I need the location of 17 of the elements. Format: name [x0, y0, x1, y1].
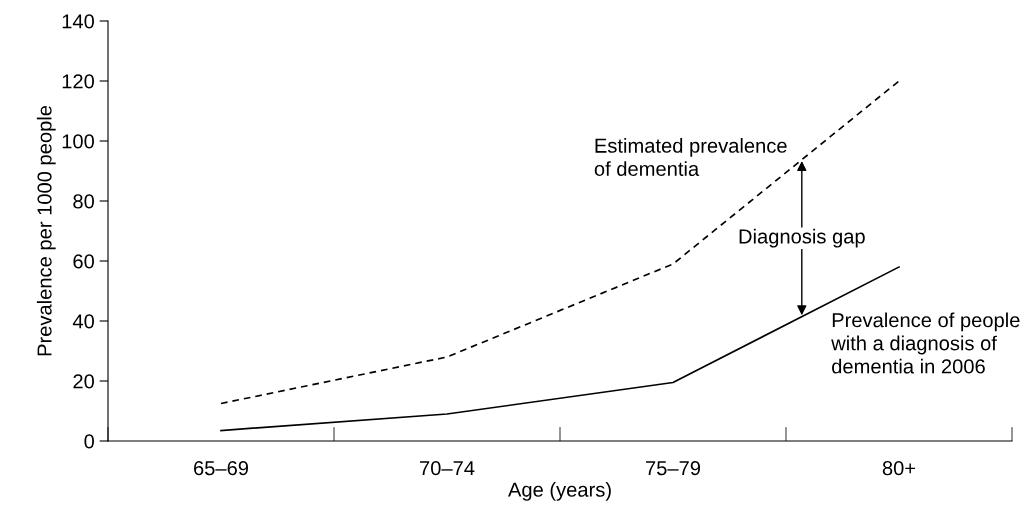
x-tick-label: 75–79	[646, 460, 701, 476]
annotation: Diagnosis gap	[739, 228, 865, 248]
x-tick-label: 70–74	[420, 460, 475, 476]
x-tick-label: 65–69	[194, 460, 249, 476]
y-tick-label: 140	[62, 14, 95, 29]
y-tick-label: 60	[73, 254, 95, 269]
y-tick-label: 0	[84, 434, 95, 449]
y-axis-title: Prevalence per 1000 people	[36, 105, 56, 356]
legend-label: Estimated prevalence of dementia	[594, 138, 787, 176]
series-label: Prevalence of people with a diagnosis of dementia in 2006	[831, 312, 1020, 374]
y-tick-label: 120	[62, 74, 95, 89]
y-tick-label: 80	[73, 194, 95, 209]
y-tick-label: 100	[62, 134, 95, 149]
x-tick-label: 80+	[882, 460, 916, 476]
x-axis-title: Age (years)	[508, 482, 611, 501]
y-tick-label: 20	[73, 374, 95, 389]
y-tick-label: 40	[72, 314, 95, 329]
